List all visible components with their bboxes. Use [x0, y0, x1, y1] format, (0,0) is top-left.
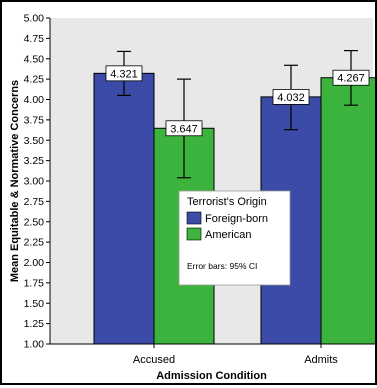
legend-label-foreign-born: Foreign-born [205, 213, 268, 225]
x-axis-title: Admission Condition [156, 370, 267, 382]
y-tick-label: 2.75 [24, 196, 45, 208]
y-tick-label: 2.00 [24, 257, 45, 269]
data-label-box [332, 69, 370, 86]
y-tick-label: 4.25 [24, 74, 45, 86]
bar [320, 77, 377, 345]
legend-title: Terrorist's Origin [187, 196, 267, 208]
y-tick-label: 1.00 [24, 339, 45, 351]
data-label: 4.032 [277, 92, 305, 104]
legend: Terrorist's Origin Foreign-born American… [178, 190, 291, 286]
y-tick-label: 2.50 [24, 216, 45, 228]
y-tick-label: 3.50 [24, 135, 45, 147]
legend-label-american: American [205, 229, 251, 241]
y-axis-title: Mean Equitable & Normative Concerns [9, 80, 21, 282]
data-labels-group: 4.321 3.647 4.032 4.267 [105, 65, 370, 137]
y-tick-label: 4.00 [24, 94, 45, 106]
legend-swatch-american [186, 227, 202, 241]
y-tick-label: 4.50 [24, 53, 45, 65]
x-tick-label: Admits [304, 354, 338, 366]
data-label-box [272, 88, 310, 105]
y-tick-label: 4.75 [24, 33, 45, 45]
y-tick-label: 1.50 [24, 298, 45, 310]
y-tick-label: 5.00 [24, 13, 45, 25]
legend-note: Error bars: 95% CI [187, 261, 257, 271]
y-tick-label: 3.25 [24, 155, 45, 167]
y-tick-label: 1.75 [24, 277, 45, 289]
y-tick-label: 3.00 [24, 176, 45, 188]
bar-chart: 1.00 1.25 1.50 1.75 2.00 2.25 2.50 2.75 3.00 3.25… [9, 13, 377, 382]
x-tick-label: Accused [133, 354, 175, 366]
data-label-box [165, 120, 203, 137]
y-tick-label: 2.25 [24, 237, 45, 249]
y-tick-label: 1.25 [24, 318, 45, 330]
y-axis: 1.00 1.25 1.50 1.75 2.00 2.25 2.50 2.75 3.00 3.25… [24, 13, 51, 351]
data-label-box [105, 65, 143, 82]
data-label: 4.267 [337, 73, 365, 85]
data-label: 4.321 [110, 68, 138, 80]
x-axis: Accused Admits [50, 343, 373, 366]
y-tick-label: 3.75 [24, 114, 45, 126]
legend-swatch-foreign-born [186, 211, 202, 225]
bar [93, 72, 155, 345]
bars-group [93, 72, 377, 345]
data-label: 3.647 [170, 123, 198, 135]
